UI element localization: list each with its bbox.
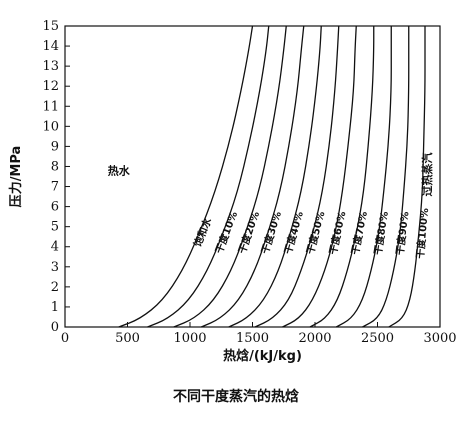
quality-curve <box>147 25 270 328</box>
quality-curve <box>118 25 254 328</box>
quality-curves <box>118 25 426 328</box>
x-tick-label: 1500 <box>236 331 269 346</box>
y-tick-label: 12 <box>42 79 59 94</box>
x-axis-ticks: 0 500 1000 1500 2000 2500 3000 <box>61 322 457 346</box>
curve-label: 干度50% <box>303 210 327 256</box>
figure-caption: 不同干度蒸汽的热焓 <box>173 389 299 405</box>
y-tick-label: 8 <box>51 159 59 174</box>
y-tick-label: 5 <box>51 220 59 235</box>
x-tick-label: 2000 <box>298 331 331 346</box>
y-tick-label: 2 <box>51 280 59 295</box>
y-tick-label: 0 <box>51 320 59 335</box>
x-tick-label: 500 <box>115 331 140 346</box>
curve-label: 干度60% <box>326 210 348 256</box>
curve-label: 干度100% <box>413 207 431 259</box>
y-tick-label: 9 <box>51 139 59 154</box>
quality-curve <box>335 26 392 328</box>
y-tick-label: 6 <box>51 200 59 215</box>
curve-label: 饱和水 <box>191 215 215 249</box>
region-label-hot-water: 热水 <box>108 163 131 177</box>
curve-label: 干度30% <box>258 210 284 256</box>
curve-labels: 饱和水 干度10%干度20%干度30% 干度40% 干度50% 干度60% 干度70% 干度… <box>191 207 431 259</box>
curve-label: 干度10% <box>212 210 240 256</box>
quality-curve <box>388 26 426 328</box>
curve-label: 干度70% <box>348 210 370 256</box>
region-label-superheated-steam: 过热蒸汽 <box>420 152 434 196</box>
x-tick-label: 2500 <box>361 331 394 346</box>
quality-curve <box>309 26 375 328</box>
quality-curve <box>228 25 322 328</box>
y-tick-label: 14 <box>42 39 59 54</box>
quality-curve <box>362 26 410 328</box>
curve-label: 干度20% <box>235 210 262 256</box>
curve-label: 干度80% <box>371 210 391 255</box>
region-labels: 热水 过热蒸汽 <box>108 152 435 196</box>
y-tick-label: 4 <box>51 240 59 255</box>
x-tick-label: 1000 <box>173 331 206 346</box>
y-tick-label: 10 <box>42 119 59 134</box>
x-tick-label: 3000 <box>423 331 456 346</box>
y-tick-label: 1 <box>51 300 59 315</box>
y-axis-title: 压力/MPa <box>8 146 24 208</box>
y-tick-label: 15 <box>42 19 59 34</box>
x-tick-label: 0 <box>61 331 69 346</box>
quality-curve <box>173 25 287 328</box>
quality-curve <box>200 25 305 328</box>
y-tick-label: 3 <box>51 260 59 275</box>
quality-curve <box>282 25 357 328</box>
curve-label: 干度40% <box>281 210 306 256</box>
curve-label: 干度90% <box>393 211 411 256</box>
x-axis-title: 热焓/(kJ/kg) <box>223 348 302 364</box>
y-tick-label: 11 <box>42 99 59 114</box>
quality-curve <box>254 25 340 328</box>
y-tick-label: 7 <box>51 180 59 195</box>
y-tick-label: 13 <box>42 59 59 74</box>
